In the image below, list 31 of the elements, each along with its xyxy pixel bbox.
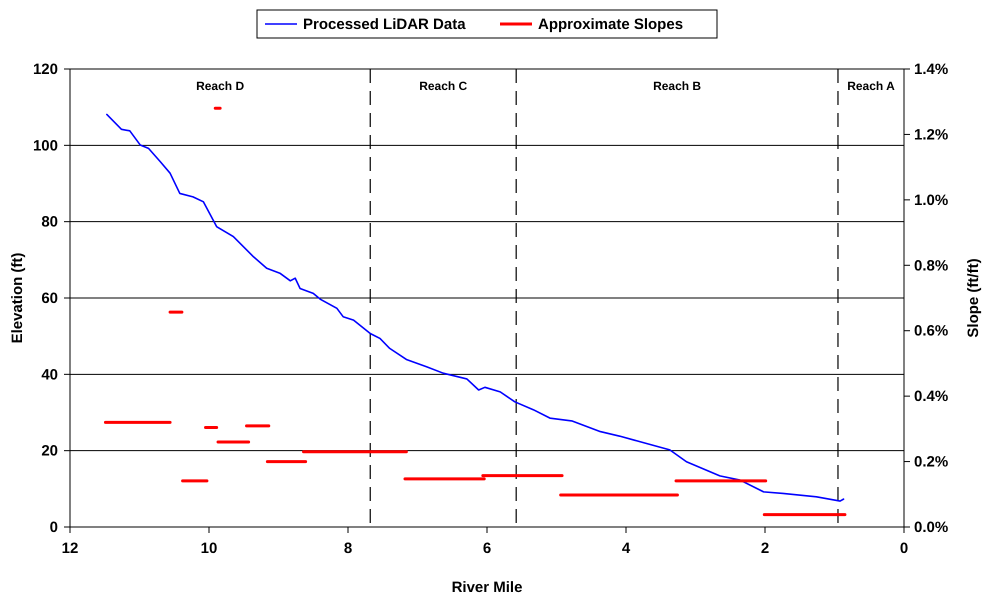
y2-tick-label: 0.2% (914, 454, 948, 471)
y-tick-label: 80 (41, 214, 58, 231)
annotation: Reach C (419, 79, 468, 93)
y2-tick-label: 0.6% (914, 322, 948, 340)
annotation: Reach A (847, 79, 896, 93)
y-tick-label: 40 (41, 366, 58, 384)
y2-tick-label: 1.4% (914, 61, 948, 78)
y2-tick-label: 0.4% (914, 388, 948, 406)
y-tick-label: 20 (41, 442, 58, 460)
y2-tick-label: 0.8% (914, 257, 948, 274)
x-axis-title: River Mile (452, 579, 522, 596)
y2-axis-title: Slope (ft/ft) (965, 258, 982, 338)
x-tick-label: 8 (344, 540, 352, 557)
y-tick-label: 0 (50, 519, 58, 536)
annotation: Reach B (653, 79, 702, 93)
legend-label: Processed LiDAR Data (303, 16, 466, 33)
y-axis-title: Elevation (ft) (9, 252, 26, 344)
y2-tick-label: 0.0% (914, 519, 948, 536)
x-tick-label: 6 (482, 540, 492, 557)
y2-tick-label: 1.2% (914, 126, 948, 144)
y-tick-label: 60 (41, 290, 58, 307)
y-tick-label: 120 (32, 61, 58, 78)
x-tick-label: 0 (900, 540, 908, 557)
x-tick-label: 12 (62, 540, 78, 557)
y2-tick-label: 1.0% (914, 192, 948, 209)
x-tick-label: 2 (760, 540, 770, 557)
annotation: Reach D (196, 79, 244, 93)
y-tick-label: 100 (32, 137, 58, 154)
legend-label: Approximate Slopes (538, 16, 684, 33)
x-tick-label: 4 (622, 540, 631, 557)
x-tick-label: 10 (200, 540, 218, 557)
